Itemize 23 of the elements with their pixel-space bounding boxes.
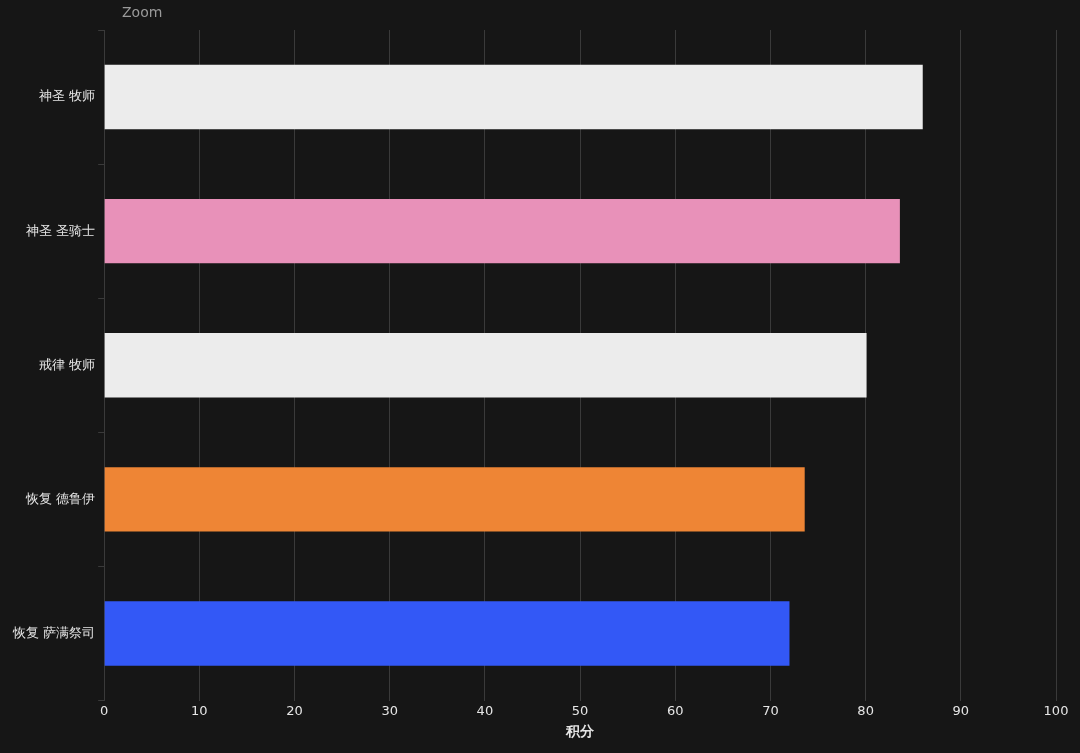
x-axis-title: 积分 [565, 723, 596, 740]
y-tick-label: 戒律 牧师 [38, 356, 96, 372]
x-tick-label: 70 [762, 702, 779, 718]
x-tick-label: 80 [857, 702, 874, 718]
text: Zoom [122, 4, 163, 20]
bar [104, 64, 923, 130]
x-tick-label: 0 [99, 702, 109, 718]
x-tick-label: 10 [191, 702, 208, 718]
x-tick-label: 40 [476, 702, 494, 718]
x-tick-label: 100 [1043, 702, 1069, 718]
y-tick-label: 恢复 德鲁伊 [24, 490, 96, 506]
bar [104, 333, 867, 398]
x-tick-label: 30 [381, 702, 398, 718]
bar [104, 467, 805, 532]
y-tick-label: 恢复 萨满祭司 [11, 624, 96, 640]
x-tick-label: 50 [571, 702, 589, 718]
x-tick-label: 90 [952, 702, 970, 718]
x-tick-label: 60 [666, 702, 684, 718]
bar [104, 198, 900, 264]
y-tick-label: 神圣 牧师 [38, 88, 96, 104]
bar [104, 601, 790, 666]
y-tick-label: 神圣 圣骑士 [25, 222, 96, 238]
x-tick-label: 20 [286, 702, 303, 718]
